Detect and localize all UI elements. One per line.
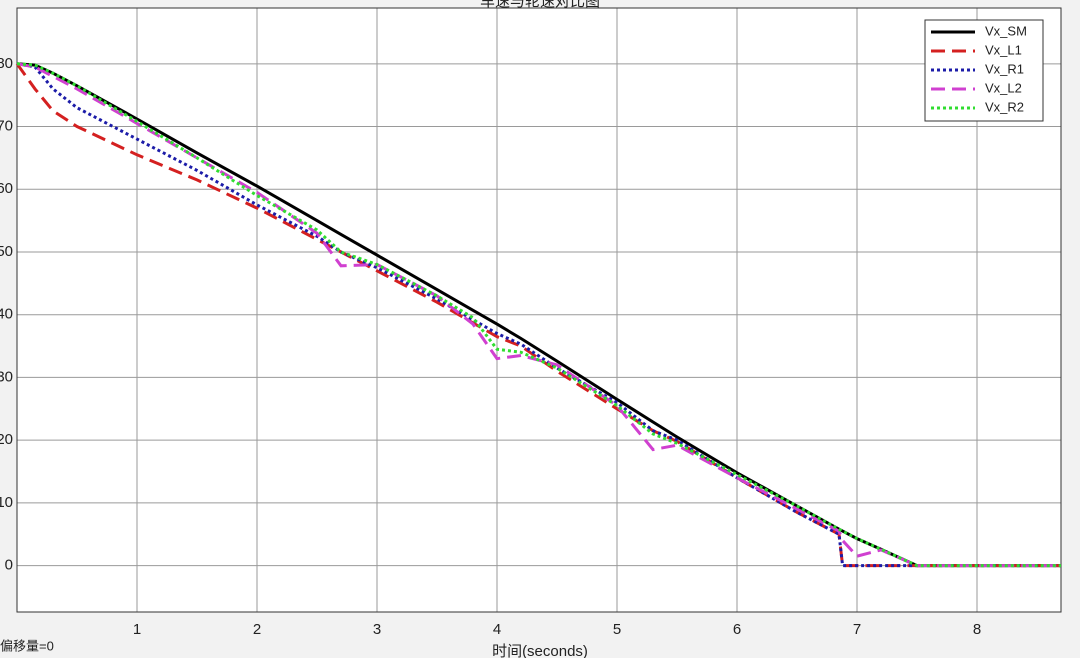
y-tick-label: 60 — [0, 180, 13, 197]
y-tick-label: 20 — [0, 431, 13, 448]
legend-label: Vx_L1 — [985, 42, 1022, 57]
x-tick-label: 3 — [373, 621, 381, 638]
legend-label: Vx_L2 — [985, 80, 1022, 95]
legend-label: Vx_R1 — [985, 61, 1024, 76]
y-tick-label: 0 — [5, 557, 13, 574]
annotation: 偏移量=0 — [0, 638, 54, 653]
y-tick-label: 70 — [0, 118, 13, 135]
chart-title: 车速与轮速对比图 — [480, 0, 600, 10]
x-tick-label: 7 — [853, 621, 861, 638]
x-tick-label: 2 — [253, 621, 261, 638]
plot-frame — [16, 7, 1062, 613]
y-tick-label: 80 — [0, 55, 13, 72]
series-line — [16, 62, 1061, 568]
x-axis-label: 时间(seconds) — [492, 643, 588, 658]
x-tick-label: 4 — [493, 621, 501, 638]
x-tick-label: 1 — [133, 621, 141, 638]
series-line — [16, 62, 1061, 568]
plot-area — [17, 8, 1061, 612]
x-tick-label: 5 — [613, 621, 621, 638]
y-tick-label: 40 — [0, 306, 13, 323]
y-tick-label: 30 — [0, 368, 13, 385]
y-tick-label: 50 — [0, 243, 13, 260]
legend-label: Vx_R2 — [985, 99, 1024, 114]
legend-label: Vx_SM — [985, 23, 1027, 38]
series-line — [16, 62, 1061, 568]
y-tick-label: 10 — [0, 494, 13, 511]
x-tick-label: 6 — [733, 621, 741, 638]
series-line — [16, 62, 1061, 568]
x-tick-label: 8 — [973, 621, 981, 638]
